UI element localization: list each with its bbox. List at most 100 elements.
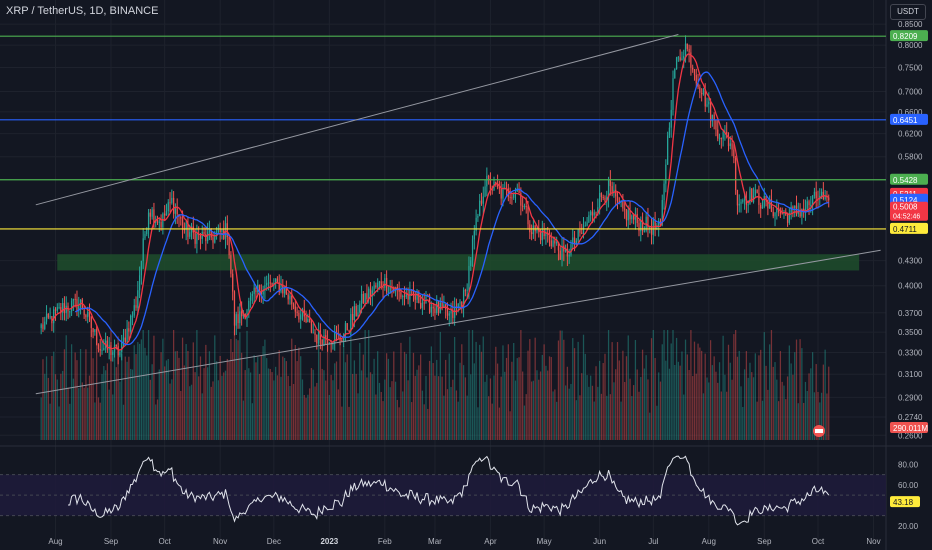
candle-body bbox=[554, 240, 556, 244]
candle-body bbox=[661, 200, 663, 225]
candle-body bbox=[117, 346, 119, 356]
candle-body bbox=[264, 285, 266, 291]
volume-bar bbox=[196, 330, 198, 440]
volume-bar bbox=[620, 401, 622, 440]
candle-body bbox=[679, 57, 681, 61]
candle-body bbox=[573, 237, 576, 245]
volume-bar bbox=[169, 383, 171, 440]
volume-bar bbox=[720, 391, 722, 440]
candle-body bbox=[282, 284, 284, 294]
candle-body bbox=[292, 304, 295, 307]
volume-bar bbox=[174, 351, 177, 440]
volume-bar bbox=[591, 385, 594, 440]
volume-bar bbox=[119, 381, 121, 440]
price-tick-label: 0.6200 bbox=[898, 130, 923, 139]
candle-body bbox=[122, 337, 125, 341]
candle-body bbox=[160, 221, 162, 228]
volume-bar bbox=[409, 336, 411, 440]
candle-body bbox=[321, 339, 323, 346]
volume-bars bbox=[40, 330, 830, 440]
candle-body bbox=[464, 290, 467, 292]
volume-bar bbox=[466, 395, 468, 440]
volume-bar bbox=[178, 357, 180, 440]
candle-body bbox=[307, 319, 309, 322]
volume-bar bbox=[541, 354, 543, 440]
candle-body bbox=[81, 299, 83, 310]
candle-body bbox=[133, 305, 135, 316]
volume-bar bbox=[226, 358, 228, 440]
candle-body bbox=[727, 136, 730, 147]
volume-bar bbox=[652, 330, 654, 440]
candle-body bbox=[101, 349, 103, 351]
volume-bar bbox=[205, 344, 207, 440]
candle-body bbox=[373, 285, 375, 291]
candle-body bbox=[251, 293, 254, 297]
volume-bar bbox=[380, 391, 382, 440]
trendline bbox=[35, 249, 881, 395]
candle-body bbox=[199, 234, 202, 239]
candle-body bbox=[713, 114, 715, 121]
volume-bar bbox=[616, 342, 619, 440]
volume-bar bbox=[130, 368, 132, 440]
volume-bar bbox=[751, 372, 753, 440]
volume-bar bbox=[224, 370, 227, 440]
volume-bar bbox=[650, 338, 653, 440]
volume-bar bbox=[364, 330, 366, 440]
volume-bar bbox=[514, 380, 517, 440]
candle-body bbox=[237, 314, 239, 324]
volume-bar bbox=[609, 394, 611, 440]
horizontal-levels[interactable] bbox=[0, 35, 886, 230]
candle-body bbox=[507, 188, 509, 197]
candle-body bbox=[126, 328, 128, 343]
candle-body bbox=[693, 69, 696, 76]
volume-bar bbox=[709, 340, 712, 440]
volume-bar bbox=[486, 374, 488, 440]
candle-body bbox=[475, 217, 477, 232]
volume-bar bbox=[391, 381, 393, 440]
candle-body bbox=[686, 43, 688, 49]
time-tick-label: Oct bbox=[158, 537, 171, 546]
volume-bar bbox=[729, 362, 731, 440]
candle-body bbox=[319, 330, 322, 340]
ma-slow-price-label: 0.5124 bbox=[893, 196, 918, 205]
volume-bar bbox=[53, 351, 55, 440]
candle-body bbox=[570, 244, 572, 255]
candle-body bbox=[774, 212, 776, 217]
volume-bar bbox=[688, 370, 690, 440]
volume-bar bbox=[446, 389, 449, 440]
candle-body bbox=[389, 286, 391, 292]
volume-bar bbox=[362, 354, 364, 440]
volume-bar bbox=[760, 349, 762, 440]
candle-body bbox=[530, 232, 533, 235]
volume-bar bbox=[543, 344, 545, 440]
last-bar-marker[interactable] bbox=[813, 425, 825, 437]
symbol-title[interactable]: XRP / TetherUS, 1D, BINANCE bbox=[6, 5, 159, 17]
volume-bar bbox=[815, 364, 817, 440]
trendlines[interactable] bbox=[35, 33, 881, 395]
candle-body bbox=[622, 201, 624, 209]
candle-body bbox=[477, 215, 479, 218]
currency-button[interactable]: USDT bbox=[890, 4, 926, 20]
time-tick-label: Jun bbox=[593, 537, 606, 546]
volume-bar bbox=[421, 390, 424, 440]
volume-bar bbox=[656, 405, 658, 440]
candle-body bbox=[751, 188, 753, 202]
volume-bar bbox=[745, 351, 748, 440]
candle-body bbox=[62, 303, 64, 313]
candle-body bbox=[500, 188, 502, 199]
candle-body bbox=[522, 205, 524, 207]
candle-body bbox=[779, 211, 782, 214]
volume-bar bbox=[658, 372, 660, 440]
volume-bar bbox=[502, 345, 504, 440]
volume-bar bbox=[382, 401, 384, 440]
volume-bar bbox=[79, 348, 82, 440]
candle-body bbox=[167, 202, 169, 212]
candle-body bbox=[149, 212, 151, 217]
candle-body bbox=[448, 313, 450, 316]
candle-body bbox=[325, 335, 327, 339]
volume-bar bbox=[353, 360, 356, 440]
candle-body bbox=[670, 109, 672, 128]
volume-bar bbox=[432, 363, 434, 440]
price-tick-label: 0.2900 bbox=[898, 393, 923, 402]
